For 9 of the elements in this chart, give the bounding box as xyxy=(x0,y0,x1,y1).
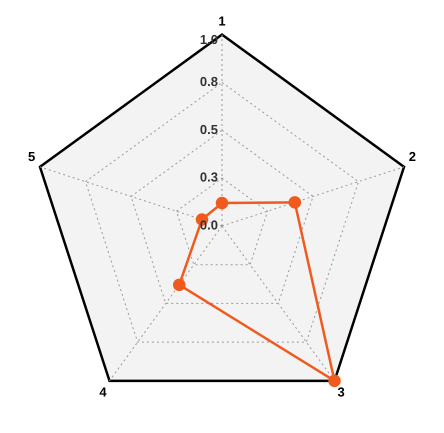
y-tick-label: 0.8 xyxy=(200,74,218,90)
spoke-label: 2 xyxy=(408,149,416,164)
spoke-label: 5 xyxy=(28,149,36,164)
y-tick-label: 0.5 xyxy=(200,122,218,137)
spoke-label: 3 xyxy=(337,384,345,400)
y-tick-label: 0.3 xyxy=(200,170,218,185)
spoke-label: 4 xyxy=(99,384,108,400)
spoke-label: 1 xyxy=(218,13,226,28)
y-tick-label: 0.0 xyxy=(200,218,218,233)
